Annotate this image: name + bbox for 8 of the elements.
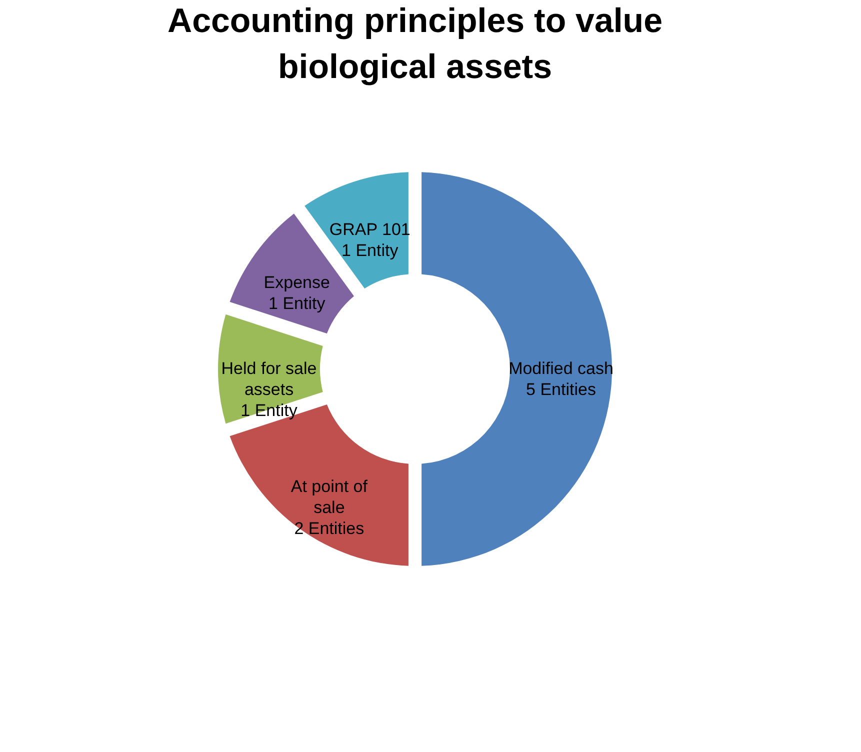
slice-label: Held for sale assets [221,359,317,399]
data-label: 1 Entity [240,401,298,420]
slice-label: At point of sale [290,477,368,518]
data-label: 1 Entity [268,294,326,314]
data-label: 1 Entity [342,241,399,260]
data-label: 5 Entities [526,380,596,399]
chart-title: Accounting principles to value biological assets [168,2,662,86]
slice-label: Expense [264,273,330,292]
